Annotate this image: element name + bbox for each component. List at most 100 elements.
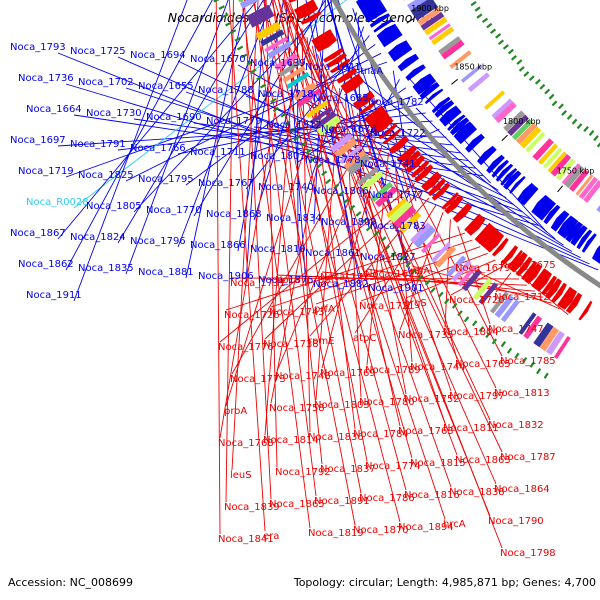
- forward-gene-label: Noca_1770: [146, 205, 202, 216]
- gc-skew-mark: [225, 21, 232, 27]
- reverse-strand-gene: [474, 222, 495, 245]
- reverse-gene-label: Noca_1815: [410, 458, 466, 469]
- reverse-strand-gene: [382, 128, 402, 145]
- forward-gene-label: Noca_1791: [70, 139, 126, 150]
- forward-strand-gene: [576, 229, 593, 250]
- cog-band-inner: [561, 163, 580, 185]
- gc-content-mark: [495, 33, 502, 39]
- gc-skew-mark: [365, 225, 372, 232]
- gc-content-mark: [561, 109, 568, 116]
- reverse-leader-line: [215, 0, 221, 535]
- gc-skew-mark: [305, 149, 312, 155]
- forward-leader-line: [65, 0, 213, 271]
- cog-band-inner: [431, 26, 455, 46]
- reverse-strand-gene: [368, 111, 390, 130]
- cog-band-outer: [431, 242, 451, 263]
- forward-leader-line: [237, 0, 285, 252]
- gc-skew-mark: [284, 120, 291, 126]
- reverse-strand-gene: [531, 268, 548, 288]
- gc-content-mark: [534, 78, 541, 85]
- reverse-gene-label: Noca_1780: [359, 397, 415, 408]
- forward-strand-gene: [364, 5, 388, 23]
- forward-gene-label: Noca_1766: [130, 143, 186, 154]
- reverse-gene-label: Noca_1738: [263, 339, 319, 350]
- reverse-gene-label: Noca_1744: [410, 362, 466, 373]
- reverse-strand-gene: [293, 0, 316, 14]
- reverse-gene-label: Noca_1721: [359, 301, 415, 312]
- reverse-gene-label: Noca_1792: [275, 467, 331, 478]
- gc-skew-mark: [430, 287, 436, 294]
- forward-gene-label: Noca_1639: [250, 58, 306, 69]
- forward-strand-gene: [486, 154, 505, 174]
- tick-label: 1850 kbp: [454, 63, 492, 72]
- reverse-gene-label: argS: [404, 298, 427, 309]
- forward-strand-gene: [560, 217, 579, 239]
- cog-band-inner: [428, 23, 451, 41]
- gc-content-mark: [486, 22, 493, 29]
- cog-band-inner: [569, 169, 589, 192]
- reverse-gene-label: Noca_1774: [365, 461, 421, 472]
- forward-strand-gene: [477, 145, 497, 166]
- reverse-gene-label: Noca_1803: [314, 400, 370, 411]
- reverse-gene-label: proA: [224, 406, 247, 417]
- gc-skew-mark: [293, 135, 300, 142]
- gene-labels: Noca_1793 Noca_1725 Noca_1694 Noca_1670 Noca…: [10, 42, 556, 559]
- reverse-gene-label: Noca_1804: [443, 327, 499, 338]
- cog-band-outer: [274, 53, 299, 71]
- reverse-gene-label: Noca_1836: [308, 432, 364, 443]
- gc-skew-mark: [399, 254, 406, 261]
- cog-band-outer: [305, 100, 329, 119]
- forward-gene-label: Noca_1795: [138, 174, 194, 185]
- cog-band-outer: [370, 181, 393, 202]
- cog-band-inner: [575, 174, 594, 196]
- reverse-leader-line: [286, 1, 503, 453]
- reverse-gene-label: Noca_1712: [494, 292, 550, 303]
- reverse-strand-gene: [421, 171, 442, 192]
- forward-gene-label: Noca_1827: [360, 252, 416, 263]
- cog-band-outer: [518, 312, 537, 335]
- reverse-gene-label: prfA: [314, 304, 335, 315]
- reverse-leader-line: [228, 0, 266, 532]
- gc-content-mark: [544, 88, 551, 95]
- gc-content-mark: [502, 44, 509, 50]
- cog-band-outer: [238, 0, 245, 3]
- forward-strand-gene: [532, 195, 552, 217]
- reverse-strand-gene: [414, 164, 434, 183]
- reverse-gene-label: Noca_1747: [488, 324, 544, 335]
- cog-band-outer: [553, 336, 571, 359]
- gc-skew-mark: [437, 291, 444, 298]
- tick-label: 1900 kbp: [411, 4, 449, 13]
- forward-leader-line: [57, 0, 259, 240]
- forward-gene-label: Noca_1861: [305, 248, 361, 259]
- reverse-leader-line: [450, 265, 504, 296]
- reverse-gene-label: Noca_1723: [320, 272, 376, 283]
- gc-skew-mark: [514, 352, 520, 359]
- reverse-strand-gene: [578, 300, 593, 321]
- cog-band-outer: [500, 299, 520, 323]
- cog-band-outer: [457, 265, 477, 287]
- cog-band-outer: [545, 330, 565, 356]
- reverse-gene-label: leuS: [230, 470, 252, 481]
- forward-gene-label: Noca_1779: [206, 116, 262, 127]
- cog-band-outer: [246, 4, 272, 22]
- gc-skew-mark: [506, 347, 513, 354]
- gc-skew-mark: [321, 170, 328, 176]
- cog-band-inner: [550, 154, 572, 177]
- reverse-leader-line: [282, 0, 491, 517]
- forward-strand-gene: [362, 1, 385, 18]
- reverse-strand-gene: [372, 116, 394, 135]
- forward-strand-gene: [453, 121, 474, 140]
- forward-strand-gene: [495, 163, 514, 182]
- cog-band-inner: [583, 180, 600, 203]
- cog-band-inner: [449, 50, 472, 69]
- forward-strand-gene: [373, 18, 394, 33]
- cog-band-inner: [515, 122, 538, 145]
- forward-leader-line: [352, 8, 417, 202]
- forward-strand-gene: [570, 225, 588, 246]
- cog-band-inner: [420, 11, 445, 31]
- reverse-strand-gene: [501, 245, 519, 265]
- forward-gene-label: Noca_1690: [146, 112, 202, 123]
- forward-gene-label: Noca_1805: [86, 201, 142, 212]
